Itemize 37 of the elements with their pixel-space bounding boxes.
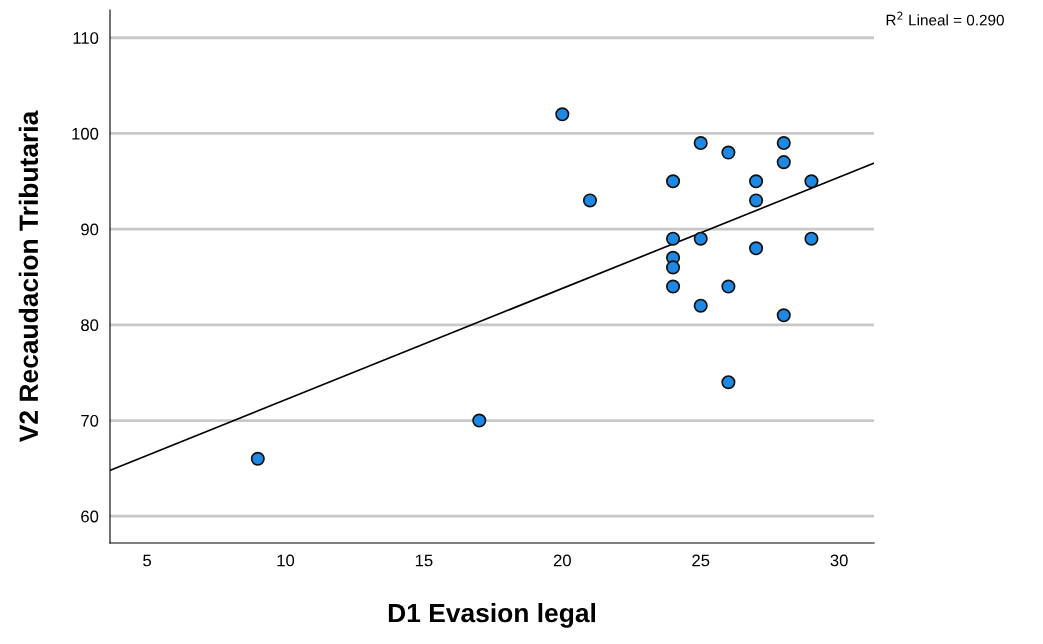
x-tick-label: 20	[553, 554, 571, 567]
y-tick-label: 100	[72, 127, 99, 140]
y-tick-label: 80	[81, 319, 99, 332]
y-axis-title: V2 Recaudacion Tributaria	[18, 110, 39, 443]
x-axis-title: D1 Evasion legal	[388, 602, 596, 628]
point	[693, 135, 708, 151]
point	[804, 174, 819, 189]
point	[665, 231, 681, 246]
point	[582, 193, 598, 208]
y-tick-label: 110	[73, 32, 99, 44]
point	[776, 155, 791, 170]
point	[693, 298, 708, 313]
point	[749, 174, 764, 189]
point	[721, 279, 736, 294]
point	[721, 375, 736, 390]
x-tick-label: 15	[415, 554, 433, 567]
point	[250, 451, 265, 466]
y-tick-label: 60	[81, 510, 99, 523]
point	[721, 145, 736, 160]
point	[776, 135, 791, 151]
point	[749, 241, 764, 256]
point	[472, 413, 487, 428]
point	[776, 308, 791, 323]
text: R$^{2}$ Lineal = 0.290	[886, 11, 1004, 26]
point	[693, 231, 708, 246]
point	[665, 279, 681, 294]
point	[555, 107, 570, 122]
x-tick-label: 5	[143, 554, 152, 567]
point	[665, 260, 681, 275]
point	[749, 193, 764, 208]
x-tick-label: 25	[692, 554, 710, 567]
y-tick-label: 70	[81, 414, 99, 427]
x-tick-label: 10	[277, 554, 295, 567]
point	[804, 231, 819, 246]
x-tick-label: 30	[830, 554, 848, 567]
point	[665, 174, 681, 189]
y-tick-label: 90	[81, 223, 99, 236]
